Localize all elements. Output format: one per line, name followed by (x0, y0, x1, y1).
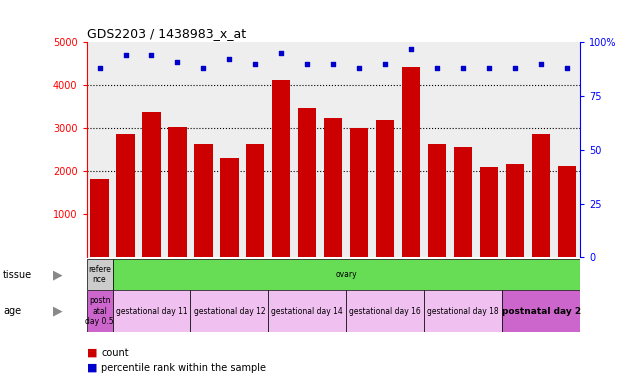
Point (302, 61, 312, 67)
Point (198, 65, 208, 71)
Bar (502, 290, 580, 332)
Text: refere
nce: refere nce (88, 265, 111, 284)
Text: ▶: ▶ (53, 268, 62, 281)
Point (536, 61, 546, 67)
Bar (169, 127, 187, 257)
Point (94, 65, 104, 71)
Point (380, 61, 390, 67)
Point (276, 50, 287, 56)
Point (121, 52, 131, 58)
Text: ■: ■ (87, 348, 97, 358)
Bar (346, 290, 424, 332)
Bar (428, 144, 446, 257)
Bar (298, 108, 317, 257)
Bar (87, 290, 113, 332)
Text: postn
atal
day 0.5: postn atal day 0.5 (85, 296, 114, 326)
Point (432, 65, 442, 71)
Text: postnatal day 2: postnatal day 2 (501, 306, 581, 316)
Bar (506, 164, 524, 257)
Bar (558, 166, 576, 257)
Text: percentile rank within the sample: percentile rank within the sample (101, 363, 266, 373)
Text: gestational day 12: gestational day 12 (194, 306, 265, 316)
Point (354, 65, 365, 71)
Bar (454, 147, 472, 257)
Point (562, 65, 572, 71)
Bar (480, 167, 498, 257)
Bar (532, 134, 550, 257)
Text: tissue: tissue (3, 270, 32, 280)
Text: gestational day 18: gestational day 18 (428, 306, 499, 316)
Text: GDS2203 / 1438983_x_at: GDS2203 / 1438983_x_at (87, 26, 246, 40)
Point (250, 61, 260, 67)
Bar (221, 157, 238, 257)
Text: age: age (3, 306, 21, 316)
Bar (246, 144, 265, 257)
Text: ▶: ▶ (53, 305, 62, 318)
Bar (376, 120, 394, 257)
Bar (117, 134, 135, 257)
Point (406, 46, 417, 52)
Point (510, 65, 520, 71)
Bar (87, 259, 113, 290)
Text: ovary: ovary (335, 270, 357, 279)
Bar (90, 179, 108, 257)
Text: gestational day 16: gestational day 16 (349, 306, 421, 316)
Point (458, 65, 469, 71)
Bar (324, 118, 342, 257)
Bar (424, 290, 502, 332)
Point (328, 61, 338, 67)
Point (224, 56, 235, 63)
Bar (194, 144, 213, 257)
Text: count: count (101, 348, 129, 358)
Bar (402, 67, 420, 257)
Bar (113, 290, 190, 332)
Text: ■: ■ (87, 363, 97, 373)
Bar (142, 112, 160, 257)
Text: gestational day 14: gestational day 14 (272, 306, 343, 316)
Bar (269, 290, 346, 332)
Bar (272, 79, 290, 257)
Text: gestational day 11: gestational day 11 (115, 306, 187, 316)
Point (172, 58, 183, 65)
Bar (190, 290, 269, 332)
Point (484, 65, 494, 71)
Bar (350, 128, 369, 257)
Point (146, 52, 156, 58)
